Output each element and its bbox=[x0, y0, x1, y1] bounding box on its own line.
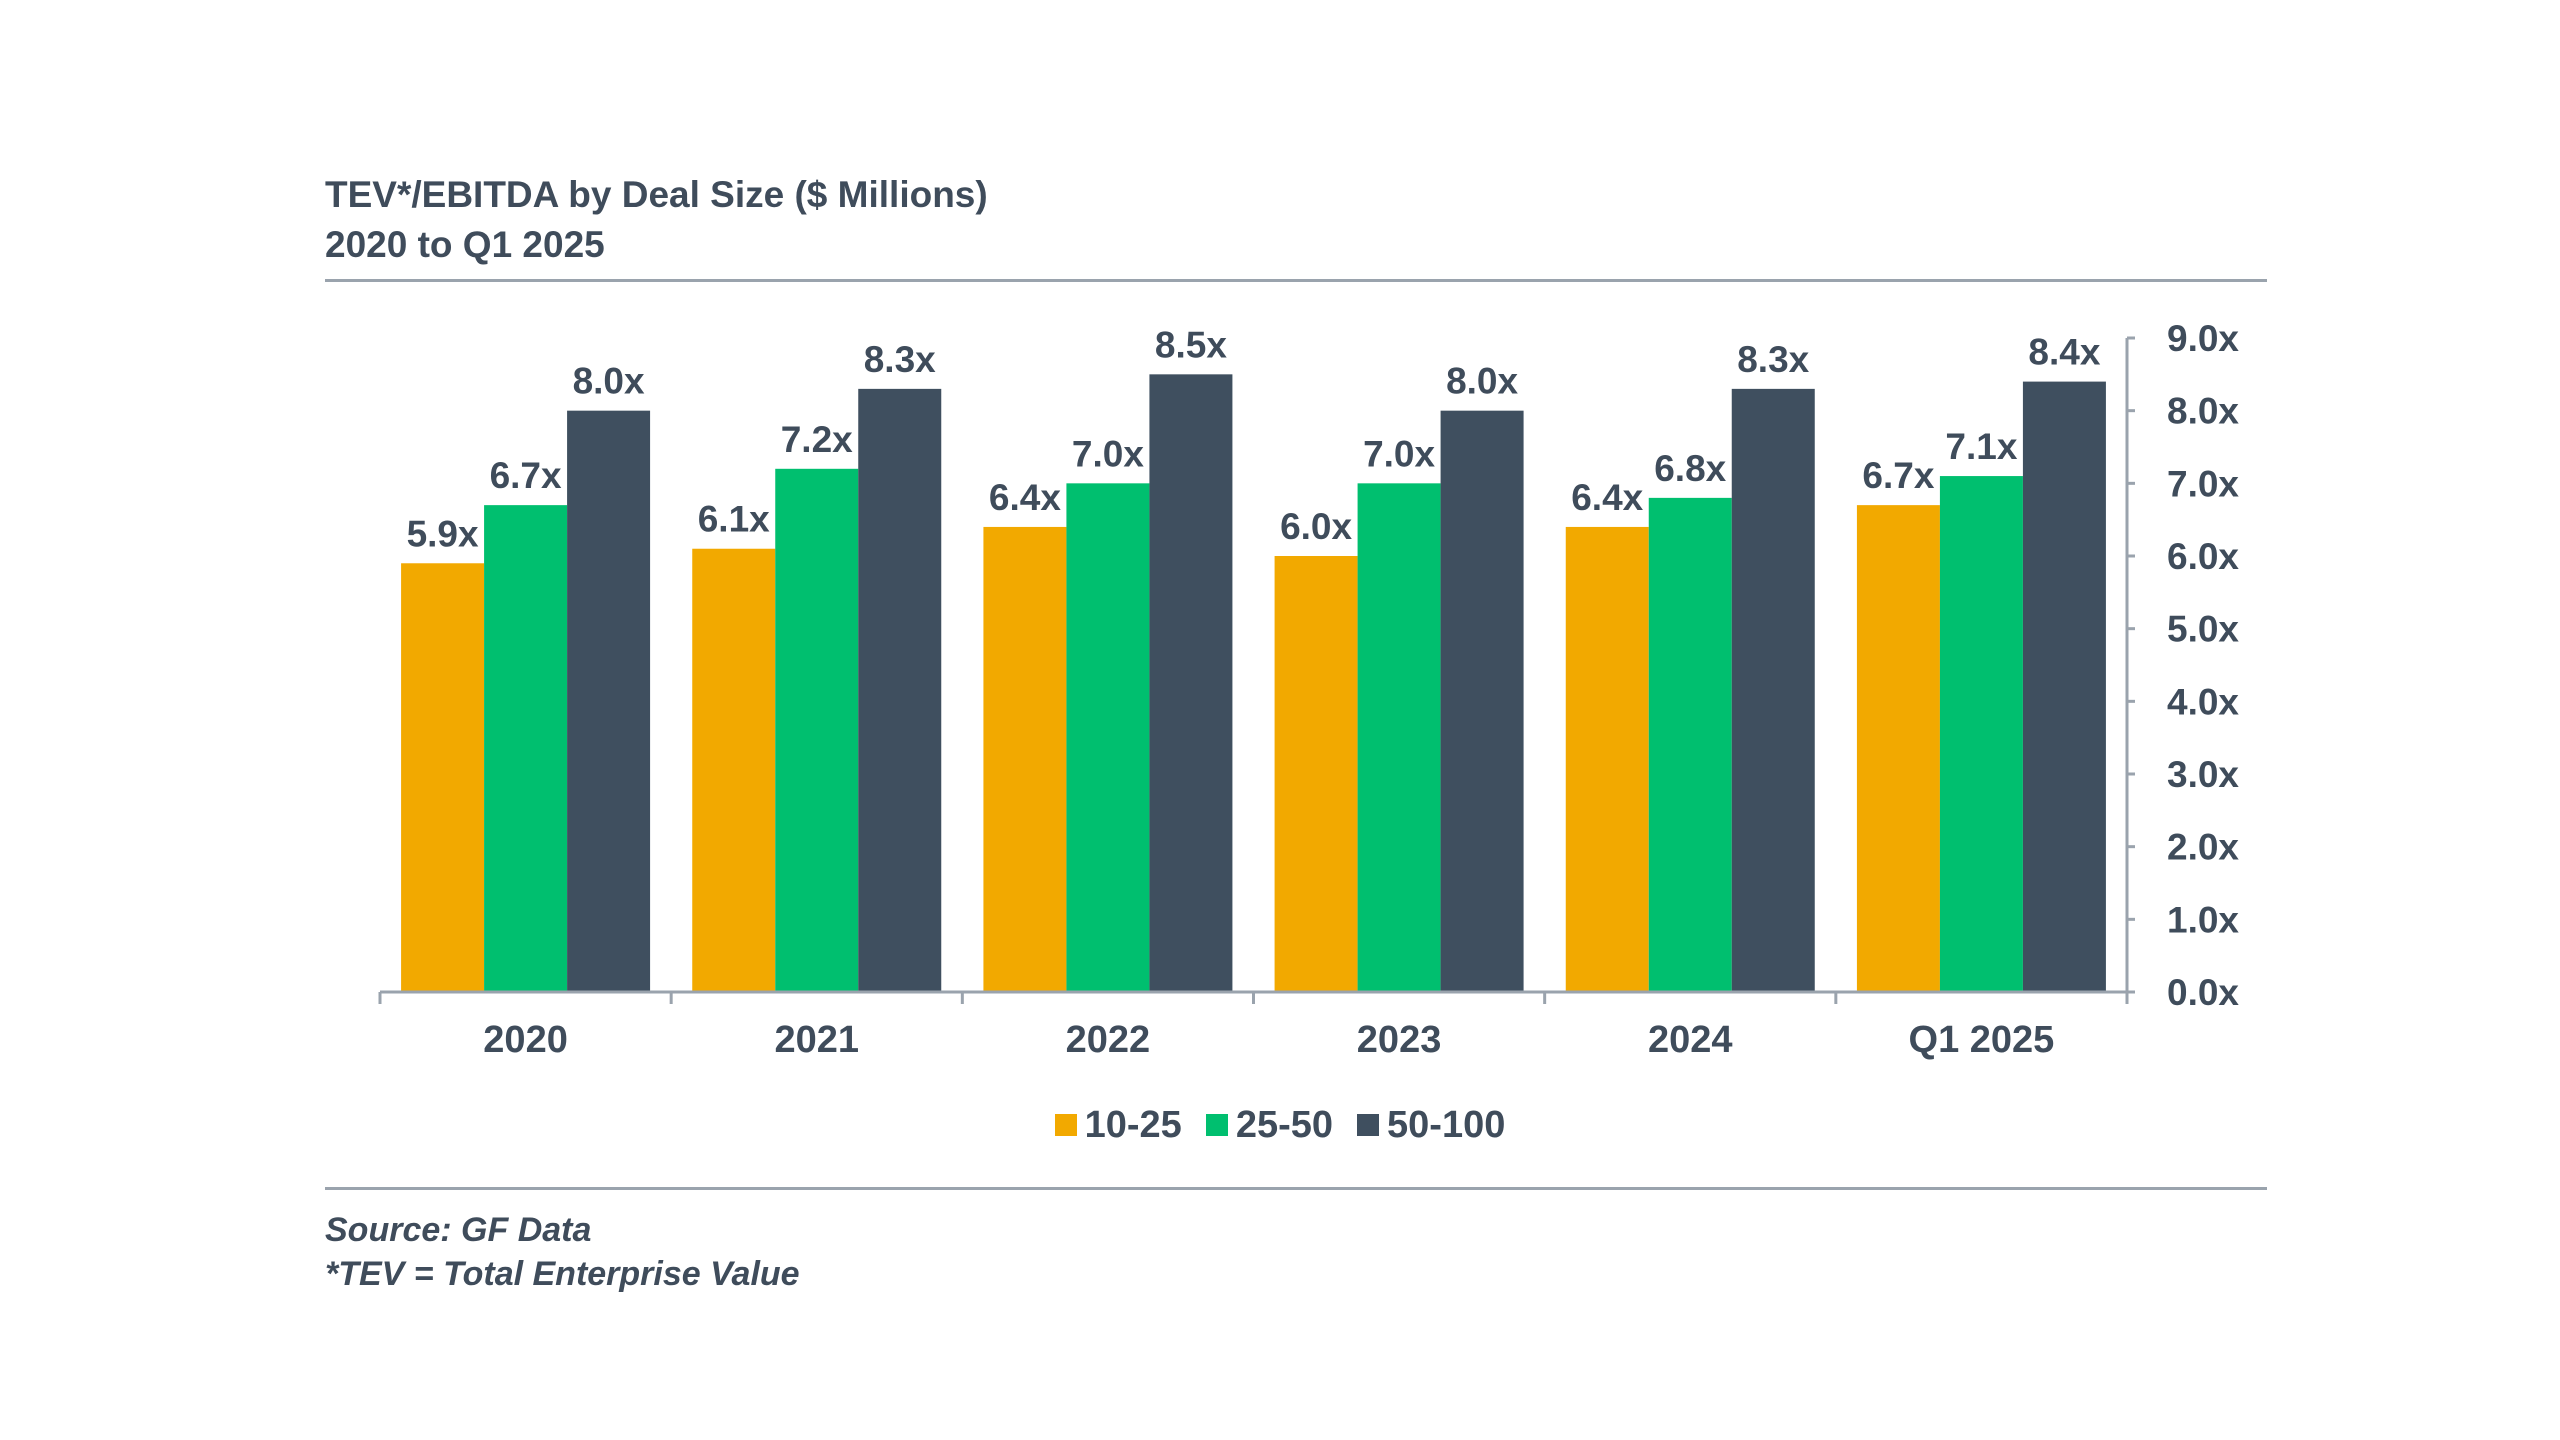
source-note: Source: GF Data bbox=[325, 1211, 592, 1249]
bottom-rule bbox=[325, 1187, 2267, 1190]
data-label-10-25-2022: 6.4x bbox=[989, 477, 1061, 518]
data-label-25-50-q1-2025: 7.1x bbox=[1945, 426, 2017, 467]
bar-10-25-2024 bbox=[1565, 526, 1649, 992]
chart-title: TEV*/EBITDA by Deal Size ($ Millions) 20… bbox=[325, 170, 988, 270]
legend-swatch-50-100 bbox=[1357, 1114, 1380, 1136]
bar-50-100-2020 bbox=[567, 410, 651, 993]
data-label-50-100-q1-2025: 8.4x bbox=[2028, 332, 2100, 373]
data-label-25-50-2020: 6.7x bbox=[490, 455, 562, 496]
legend-item-10-25: 10-25 bbox=[1054, 1103, 1182, 1147]
data-label-10-25-2023: 6.0x bbox=[1280, 506, 1352, 547]
bar-10-25-2022 bbox=[983, 526, 1067, 992]
chart-legend: 10-25 25-50 50-100 bbox=[0, 1100, 2560, 1150]
data-label-10-25-2024: 6.4x bbox=[1571, 477, 1643, 518]
y-tick-label: 7.0x bbox=[2167, 463, 2239, 504]
legend-label-50-100: 50-100 bbox=[1387, 1103, 1506, 1146]
legend-swatch-25-50 bbox=[1205, 1114, 1228, 1136]
bar-50-100-2022 bbox=[1149, 374, 1233, 992]
chart-footnotes: Source: GF Data *TEV = Total Enterprise … bbox=[325, 1208, 800, 1296]
data-label-10-25-2021: 6.1x bbox=[698, 499, 770, 540]
bar-25-50-2024 bbox=[1648, 497, 1732, 992]
data-label-50-100-2021: 8.3x bbox=[864, 339, 936, 380]
y-tick-label: 0.0x bbox=[2167, 972, 2239, 1013]
bar-50-100-2021 bbox=[858, 388, 942, 992]
chart-title-line2: 2020 to Q1 2025 bbox=[325, 224, 605, 265]
bar-25-50-2022 bbox=[1066, 483, 1150, 992]
x-tick-label-2024: 2024 bbox=[1648, 1019, 1733, 1061]
bar-25-50-2023 bbox=[1357, 483, 1441, 992]
data-label-25-50-2024: 6.8x bbox=[1654, 448, 1726, 489]
x-tick-label-2022: 2022 bbox=[1066, 1019, 1151, 1061]
bar-25-50-q1-2025 bbox=[1939, 476, 2023, 993]
data-label-25-50-2021: 7.2x bbox=[781, 419, 853, 460]
bar-10-25-2023 bbox=[1274, 556, 1358, 992]
legend-swatch-10-25 bbox=[1054, 1114, 1077, 1136]
legend-label-25-50: 25-50 bbox=[1235, 1103, 1334, 1146]
y-tick-label: 5.0x bbox=[2167, 609, 2239, 650]
x-tick-label-2020: 2020 bbox=[483, 1019, 568, 1061]
bar-10-25-2021 bbox=[692, 548, 776, 992]
data-label-10-25-2020: 5.9x bbox=[407, 513, 479, 554]
data-label-10-25-q1-2025: 6.7x bbox=[1862, 455, 1934, 496]
tev-definition-note: *TEV = Total Enterprise Value bbox=[325, 1255, 800, 1293]
bar-25-50-2020 bbox=[484, 505, 568, 992]
y-tick-label: 1.0x bbox=[2167, 899, 2239, 940]
bar-50-100-q1-2025 bbox=[2022, 381, 2106, 993]
bar-10-25-2020 bbox=[401, 563, 485, 992]
bar-25-50-2021 bbox=[775, 468, 859, 992]
y-tick-label: 8.0x bbox=[2167, 391, 2239, 432]
bar-50-100-2024 bbox=[1731, 388, 1815, 992]
y-tick-label: 9.0x bbox=[2167, 318, 2239, 359]
data-label-50-100-2023: 8.0x bbox=[1446, 361, 1518, 402]
chart-title-line1: TEV*/EBITDA by Deal Size ($ Millions) bbox=[325, 174, 988, 215]
x-tick-label-2021: 2021 bbox=[774, 1019, 859, 1061]
top-rule bbox=[325, 279, 2267, 282]
x-tick-label-2023: 2023 bbox=[1357, 1019, 1442, 1061]
bar-10-25-q1-2025 bbox=[1856, 505, 1940, 992]
y-tick-label: 2.0x bbox=[2167, 827, 2239, 868]
legend-label-10-25: 10-25 bbox=[1084, 1103, 1182, 1146]
legend-item-50-100: 50-100 bbox=[1357, 1104, 1505, 1147]
data-label-25-50-2023: 7.0x bbox=[1363, 433, 1435, 474]
x-tick-label-q1-2025: Q1 2025 bbox=[1909, 1019, 2055, 1061]
y-tick-label: 4.0x bbox=[2167, 681, 2239, 722]
data-label-25-50-2022: 7.0x bbox=[1072, 433, 1144, 474]
data-label-50-100-2022: 8.5x bbox=[1155, 324, 1227, 365]
bar-50-100-2023 bbox=[1440, 410, 1524, 993]
data-label-50-100-2024: 8.3x bbox=[1737, 339, 1809, 380]
y-tick-label: 3.0x bbox=[2167, 754, 2239, 795]
legend-item-25-50: 25-50 bbox=[1205, 1103, 1334, 1147]
y-tick-label: 6.0x bbox=[2167, 536, 2239, 577]
data-label-50-100-2020: 8.0x bbox=[573, 361, 645, 402]
